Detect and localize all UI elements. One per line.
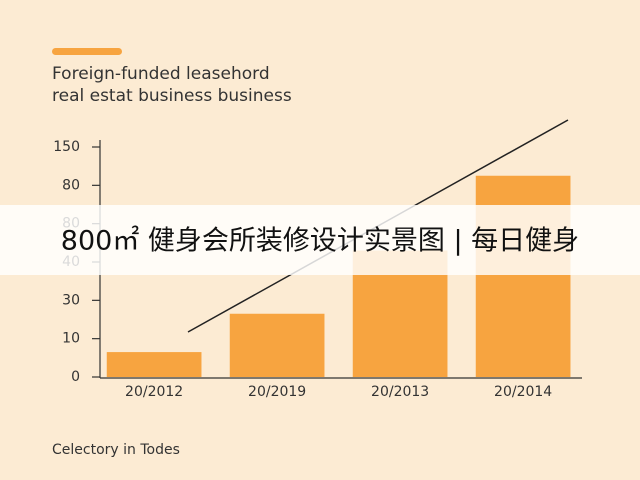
y-tick-label: 80: [62, 177, 80, 193]
x-tick-label: 20/2013: [371, 384, 429, 400]
y-tick-label: 150: [53, 139, 80, 155]
y-tick-label: 0: [71, 369, 80, 385]
x-tick-label: 20/2019: [248, 384, 306, 400]
y-tick-label: 10: [62, 331, 80, 347]
chart-title: Foreign-funded leasehord: [52, 64, 270, 84]
x-tick-label: 20/2012: [125, 384, 183, 400]
bar: [106, 352, 202, 377]
bar: [229, 313, 325, 377]
banner-text: 800㎡ 健身会所装修设计实景图 | 每日健身: [61, 226, 579, 257]
banner-bg: [0, 205, 640, 275]
y-tick-label: 30: [62, 292, 80, 308]
header-accent: [52, 48, 122, 55]
chart-title: real estat business business: [52, 86, 292, 106]
x-tick-label: 20/2014: [494, 384, 552, 400]
footnote: Celectory in Todes: [52, 442, 180, 458]
